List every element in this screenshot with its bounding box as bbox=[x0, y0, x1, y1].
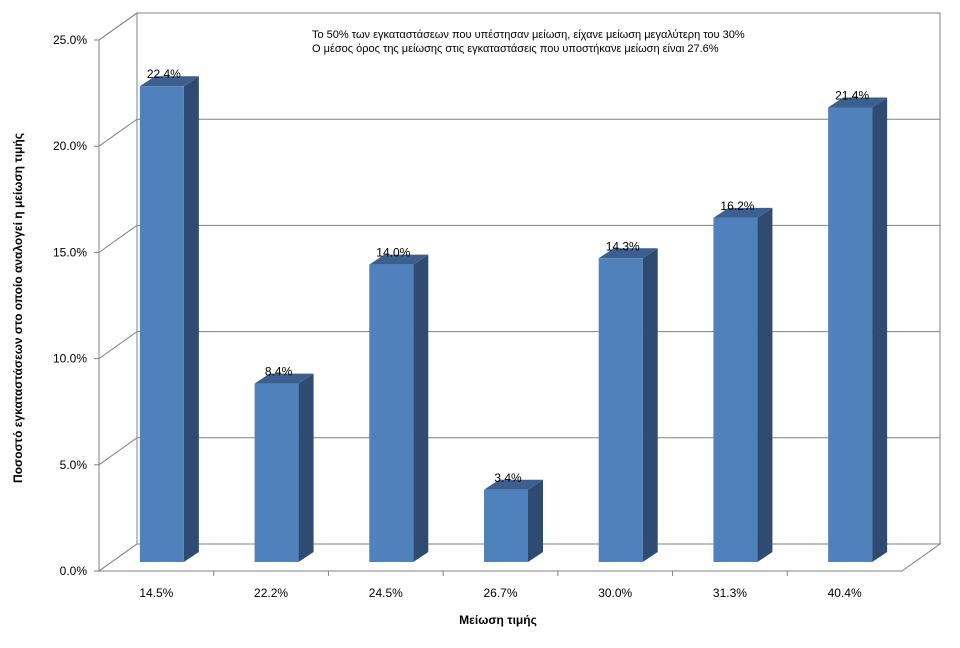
bar-side bbox=[298, 373, 314, 562]
bar-top bbox=[369, 254, 429, 265]
bar-top bbox=[484, 479, 543, 490]
data-label: 14.0% bbox=[376, 246, 410, 260]
bar-side bbox=[757, 207, 773, 563]
data-label: 14.3% bbox=[606, 239, 640, 253]
x-tick-label: 40.4% bbox=[828, 586, 862, 600]
bar bbox=[139, 86, 184, 562]
x-tick-label: 31.3% bbox=[713, 586, 747, 600]
bar bbox=[254, 383, 299, 562]
bar-top bbox=[598, 248, 658, 259]
x-tick-label: 30.0% bbox=[598, 586, 632, 600]
gridline bbox=[98, 331, 940, 360]
bar-top bbox=[139, 76, 199, 87]
y-tick-label: 0.0% bbox=[60, 564, 88, 578]
bar bbox=[598, 258, 643, 562]
data-label: 8.4% bbox=[265, 365, 293, 379]
annotation-text: Το 50% των εγκαταστάσεων που υπέστησαν μ… bbox=[312, 29, 745, 41]
gridline bbox=[98, 118, 940, 147]
bar-top bbox=[828, 97, 888, 108]
gridline bbox=[98, 224, 940, 253]
bar bbox=[713, 217, 758, 563]
data-label: 22.4% bbox=[147, 67, 181, 81]
y-tick-label: 5.0% bbox=[60, 458, 88, 472]
x-tick-label: 14.5% bbox=[139, 586, 173, 600]
side-wall bbox=[98, 12, 138, 572]
y-tick-label: 15.0% bbox=[53, 245, 87, 259]
bar bbox=[369, 264, 414, 562]
x-axis-ticks: 14.5% 22.2% 24.5% 26.7% 30.0% 31.3% 40.4% bbox=[139, 571, 862, 600]
bar bbox=[828, 107, 873, 563]
x-tick-label: 24.5% bbox=[369, 586, 403, 600]
annotation-text: Ο μέσος όρος της μείωσης στις εγκαταστάσ… bbox=[312, 43, 719, 55]
y-tick-label: 10.0% bbox=[53, 352, 87, 366]
bars: 22.4% 8.4% 14.0% 3.4% 14.3% 16.2% 21.4% bbox=[139, 67, 888, 563]
y-axis-ticks: 0.0% 5.0% 10.0% 15.0% 20.0% 25.0% bbox=[53, 33, 99, 578]
bar-side bbox=[413, 254, 429, 562]
bar-side bbox=[528, 479, 543, 562]
x-tick-label: 22.2% bbox=[254, 586, 288, 600]
bar-top bbox=[713, 207, 773, 218]
bar-top bbox=[254, 373, 314, 384]
data-label: 16.2% bbox=[720, 199, 754, 213]
bar-side bbox=[183, 76, 199, 562]
annotations: Το 50% των εγκαταστάσεων που υπέστησαν μ… bbox=[312, 29, 745, 55]
bar bbox=[484, 489, 528, 562]
gridline bbox=[98, 12, 940, 41]
gridline bbox=[98, 437, 940, 466]
bar-side bbox=[642, 248, 658, 562]
bar-side bbox=[872, 97, 888, 563]
data-label: 3.4% bbox=[494, 471, 522, 485]
gridlines bbox=[98, 12, 940, 466]
y-tick-label: 20.0% bbox=[53, 139, 87, 153]
y-axis-title: Ποσοστό εγκαταστάσεων στο οποίο αναλογεί… bbox=[11, 133, 25, 483]
y-tick-label: 25.0% bbox=[53, 33, 87, 47]
x-axis-title: Μείωση τιμής bbox=[459, 613, 537, 627]
x-tick-label: 26.7% bbox=[483, 586, 517, 600]
data-label: 21.4% bbox=[835, 88, 869, 102]
